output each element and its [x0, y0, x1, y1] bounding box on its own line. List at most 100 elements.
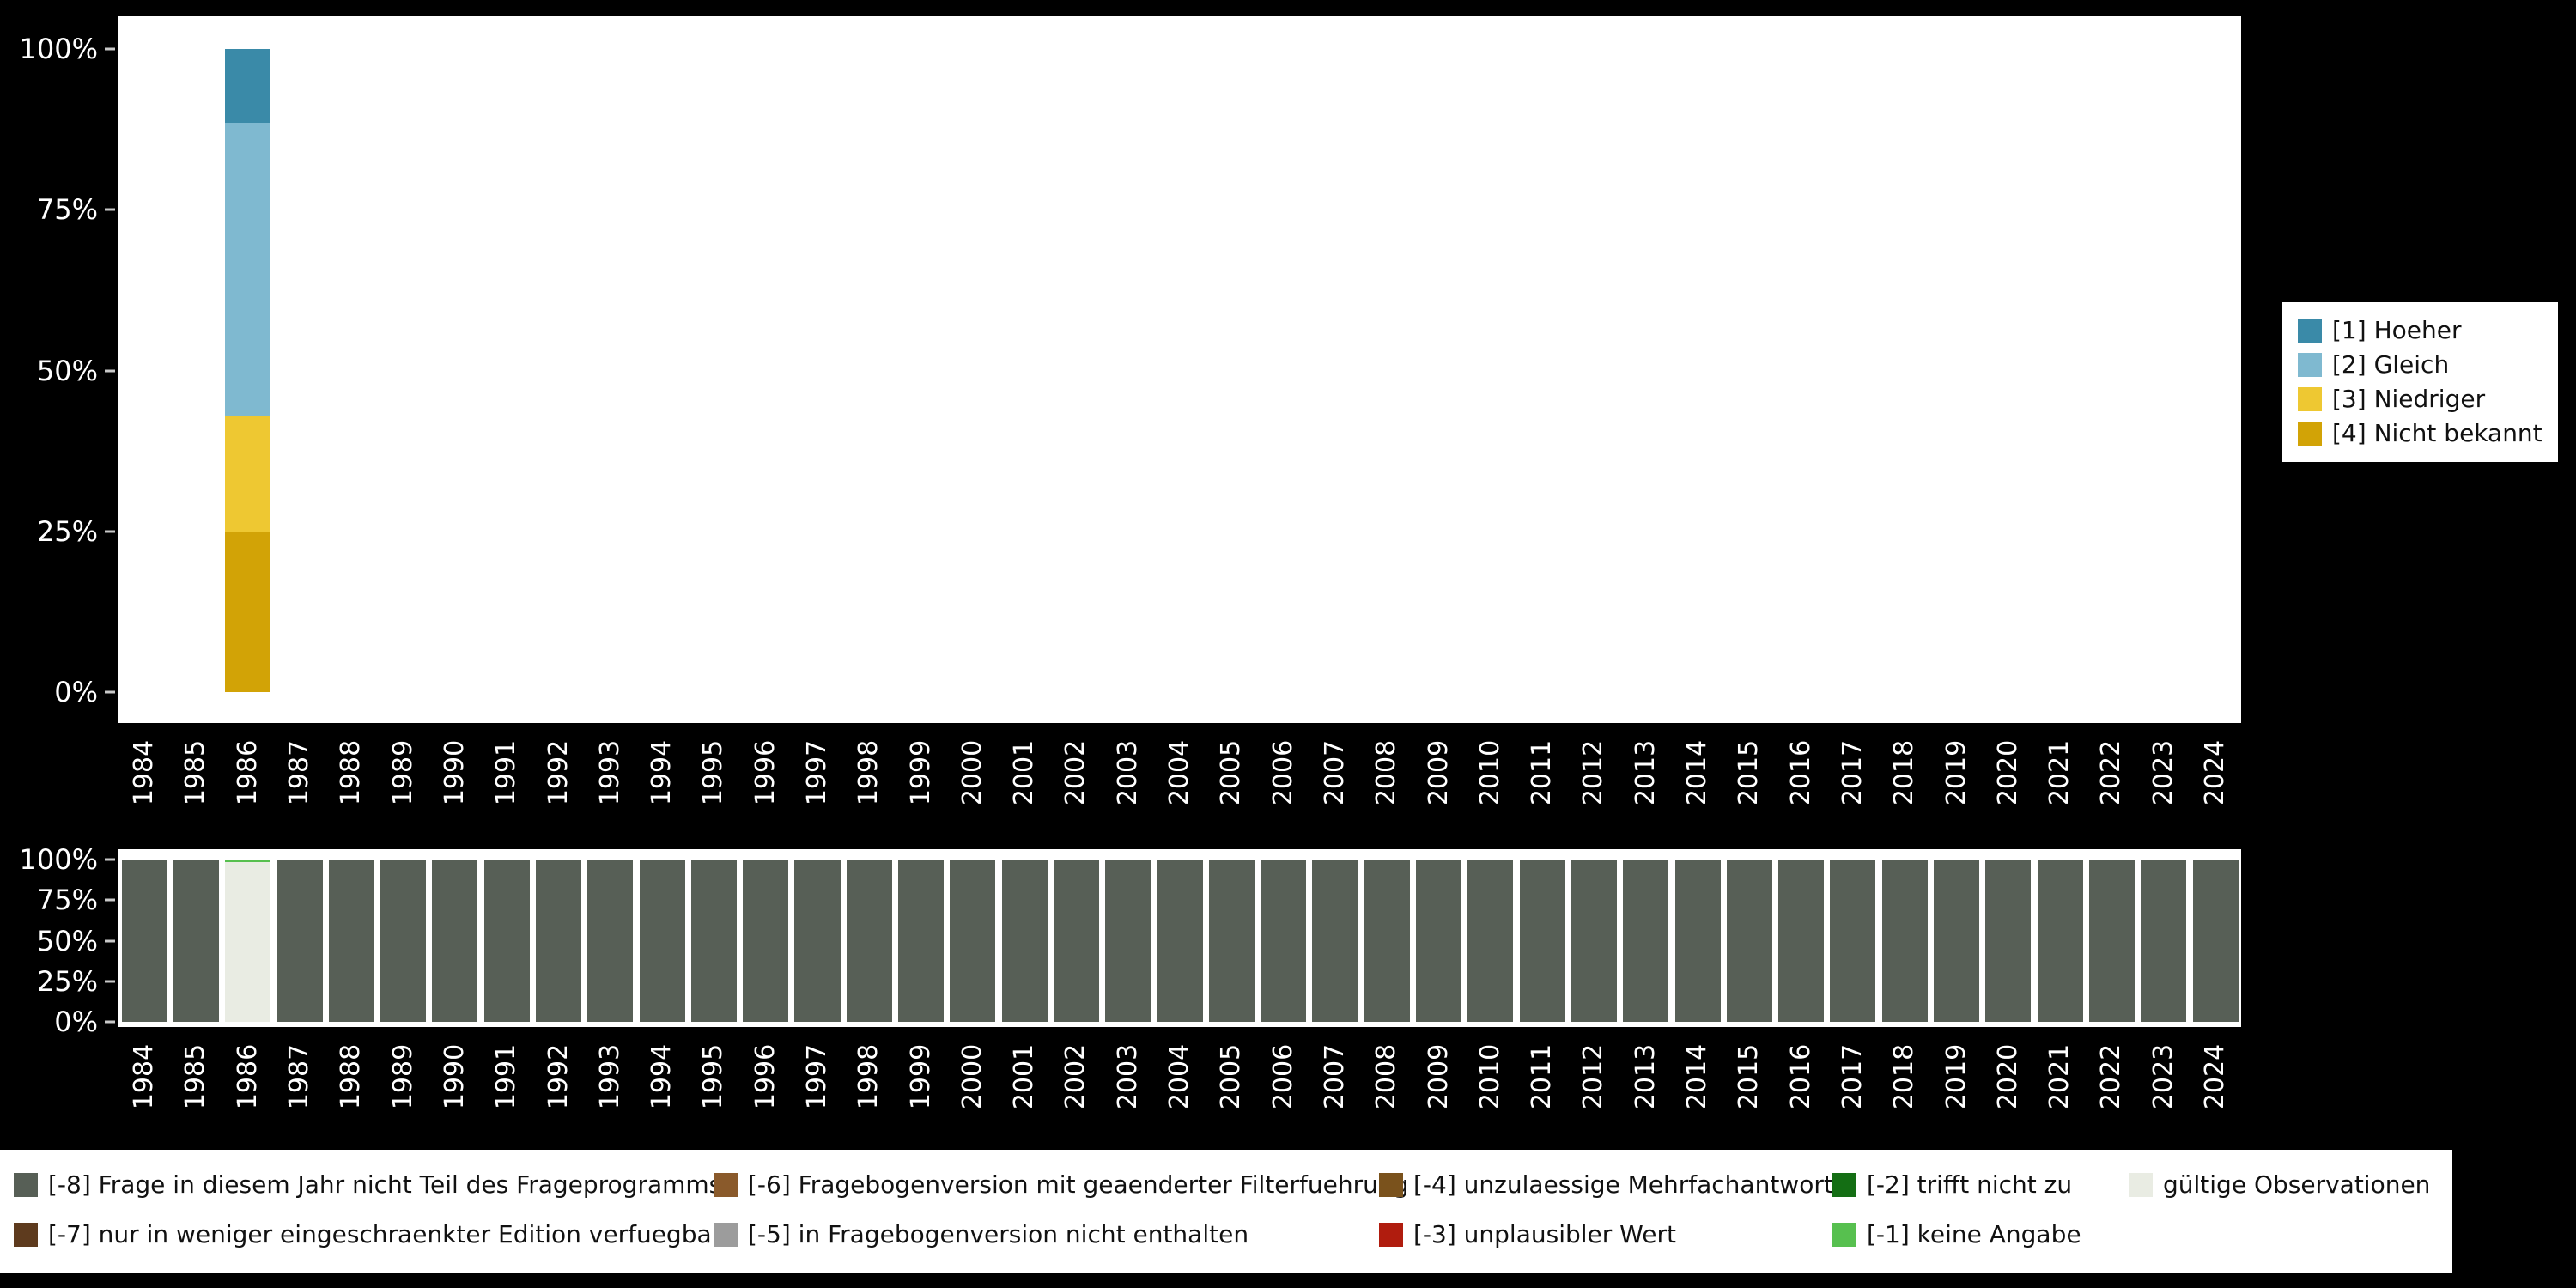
bar-slot-2019: [1930, 49, 1982, 692]
x-axis-year-label: 2017: [1837, 1043, 1868, 1110]
bar-1999: [898, 49, 944, 692]
x-axis-year-label: 1998: [854, 739, 884, 806]
bar-segment: [536, 860, 582, 1022]
bar-slot-2005: [1206, 860, 1257, 1022]
x-axis-year-label: 2013: [1630, 739, 1661, 806]
bar-1984: [122, 49, 167, 692]
x-axis-year-label: 1995: [698, 1043, 729, 1110]
x-axis-year-label: 2020: [1992, 1043, 2023, 1110]
x-axis-year-label: 1991: [491, 1043, 522, 1110]
y-axis-tick-label: 0%: [54, 676, 98, 708]
x-axis-year-label: 2011: [1527, 1043, 1558, 1110]
x-axis-year-label: 2011: [1527, 739, 1558, 806]
bar-slot-2003: [1103, 860, 1154, 1022]
bar-segment: [1830, 860, 1876, 1022]
bar-segment: [1674, 860, 1721, 1022]
x-axis-year-label: 1987: [284, 739, 315, 806]
bar-1992: [536, 860, 582, 1022]
x-axis-tick: 1984: [118, 1034, 170, 1120]
bar-2024: [2192, 860, 2239, 1022]
x-axis-year-label: 1989: [387, 739, 418, 806]
x-axis-tick: 2021: [2034, 730, 2086, 816]
bar-slot-1994: [636, 860, 688, 1022]
x-axis-tick: 1989: [377, 730, 428, 816]
missings-chart-y-axis: 0% 25% 50% 75% 100%: [0, 846, 118, 1036]
bar-slot-2011: [1516, 49, 1568, 692]
x-axis-tick: 1985: [170, 730, 222, 816]
x-axis-year-label: 2005: [1216, 1043, 1247, 1110]
bar-segment: [794, 860, 841, 1022]
x-axis-year-label: 1997: [802, 739, 832, 806]
x-axis-tick: 2024: [2190, 730, 2241, 816]
bar-2005: [1208, 860, 1255, 1022]
legend-item-label: [-2] trifft nicht zu: [1867, 1170, 2073, 1199]
bar-segment: [225, 860, 271, 862]
bar-slot-1999: [895, 860, 946, 1022]
bar-slot-2023: [2138, 49, 2190, 692]
bar-1987: [276, 860, 323, 1022]
x-axis-year-label: 2015: [1734, 1043, 1765, 1110]
bar-slot-2008: [1361, 860, 1413, 1022]
x-axis-tick: 2005: [1206, 730, 1257, 816]
x-axis-year-label: 2004: [1164, 739, 1195, 806]
bar-slot-2022: [2086, 860, 2137, 1022]
x-axis-tick: 1990: [429, 730, 481, 816]
x-axis-tick: 1987: [274, 730, 325, 816]
y-axis-tick-label: 25%: [36, 514, 98, 548]
legend-color-swatch: [1832, 1223, 1856, 1247]
bar-slot-1996: [740, 860, 792, 1022]
x-axis-year-label: 2021: [2044, 1043, 2075, 1110]
bar-2009: [1416, 860, 1462, 1022]
bar-segment: [225, 123, 271, 416]
bar-1994: [640, 49, 685, 692]
bar-1997: [794, 49, 840, 692]
x-axis-tick: 1991: [481, 730, 532, 816]
bar-segment: [1105, 860, 1151, 1022]
bar-slot-2001: [999, 49, 1050, 692]
bar-slot-1987: [274, 49, 325, 692]
bar-slot-2010: [1465, 860, 1516, 1022]
x-axis-year-label: 2000: [957, 739, 987, 806]
x-axis-tick: 1985: [170, 1034, 222, 1120]
bar-slot-2005: [1206, 49, 1257, 692]
x-axis-tick: 2012: [1568, 730, 1619, 816]
y-axis-tick-mark: [105, 47, 115, 51]
bar-2021: [2037, 860, 2083, 1022]
x-axis-tick: 2010: [1465, 730, 1516, 816]
bar-2018: [1881, 860, 1928, 1022]
bar-segment: [173, 860, 219, 1022]
x-axis-year-label: 2012: [1578, 1043, 1609, 1110]
x-axis-year-label: 2003: [1112, 1043, 1143, 1110]
x-axis-tick: 1996: [740, 730, 792, 816]
main-chart-y-axis: 0% 25% 50% 75% 100%: [0, 35, 118, 706]
bar-2015: [1726, 860, 1772, 1022]
bar-2010: [1467, 49, 1513, 692]
bar-1990: [432, 49, 477, 692]
x-axis-tick: 2007: [1309, 730, 1361, 816]
bar-1993: [587, 49, 633, 692]
bar-2012: [1571, 860, 1617, 1022]
bar-1991: [483, 860, 530, 1022]
y-axis-tick-label: 100%: [19, 843, 98, 876]
x-axis-year-label: 2006: [1267, 739, 1298, 806]
bar-segment: [2037, 860, 2083, 1022]
bar-slot-1988: [325, 860, 377, 1022]
bar-slot-2010: [1465, 49, 1516, 692]
x-axis-year-label: 2013: [1630, 1043, 1661, 1110]
x-axis-tick: 2001: [999, 730, 1050, 816]
bar-1994: [639, 860, 685, 1022]
bar-slot-2002: [1050, 860, 1102, 1022]
bar-slot-2013: [1620, 860, 1672, 1022]
bar-slot-2018: [1879, 49, 1930, 692]
x-axis-tick: 2023: [2138, 1034, 2190, 1120]
bar-slot-1993: [585, 49, 636, 692]
bar-segment: [1623, 860, 1669, 1022]
bar-slot-2007: [1309, 49, 1361, 692]
missings-chart-panel: [118, 849, 2241, 1027]
bar-slot-1996: [740, 49, 792, 692]
bar-slot-2021: [2034, 49, 2086, 692]
legend-color-swatch: [2298, 422, 2322, 446]
x-axis-tick: 2003: [1103, 730, 1154, 816]
bar-slot-1984: [118, 860, 170, 1022]
